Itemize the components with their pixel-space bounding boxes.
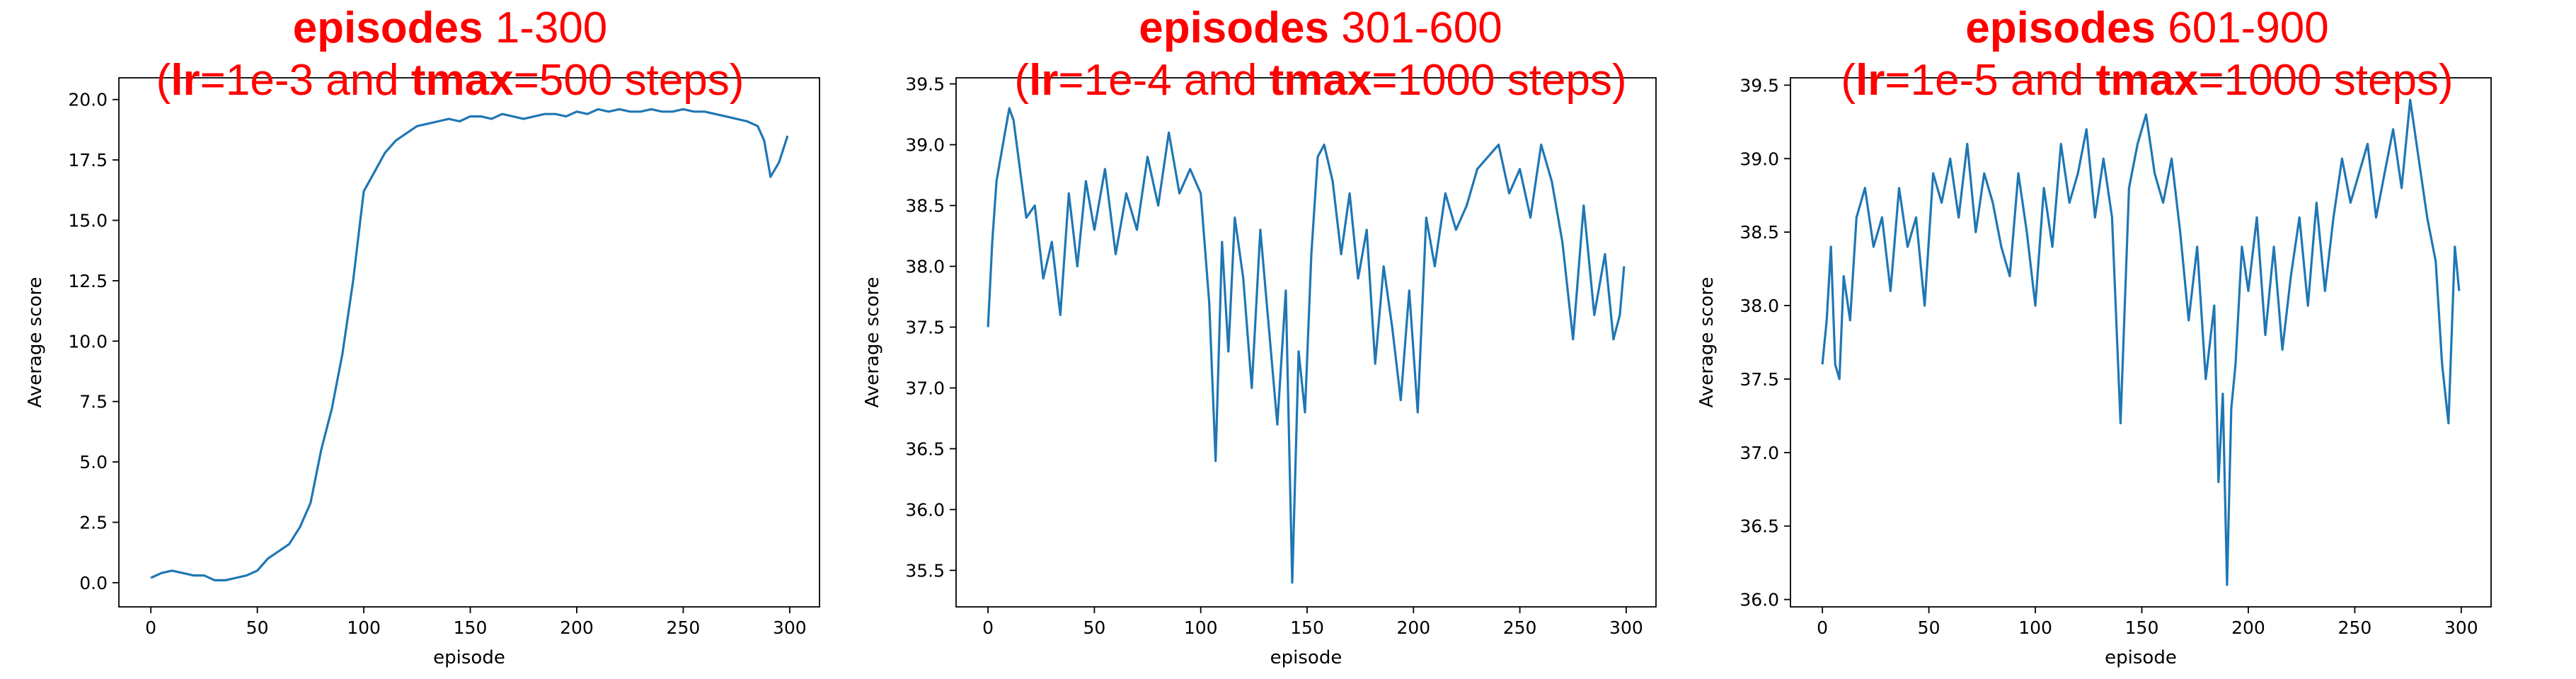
chart-title: episodes 1-300: [293, 4, 608, 52]
y-tick-label: 2.5: [79, 512, 108, 533]
chart-panel-2: 0 50 100 150 200 250 300 35.5 36.0 36.5 37.0 37.5 38…: [862, 4, 1657, 668]
y-tick-label: 36.0: [905, 499, 945, 520]
y-tick-label: 38.5: [905, 196, 945, 216]
y-tick-label: 39.5: [905, 74, 945, 95]
x-tick-label: 300: [2444, 617, 2478, 638]
y-tick-label: 36.0: [1740, 590, 1779, 610]
chart-panel-1: 0 50 100 150 200 250 300 0.0 2.5 5.0 7.5 10.0 12.5 15…: [25, 4, 820, 668]
y-tick-label: 37.0: [905, 378, 945, 398]
y-axis-label: Average score: [25, 277, 46, 408]
y-tick-label: 5.0: [79, 452, 108, 472]
x-axis-label: episode: [433, 647, 505, 668]
x-tick-label: 200: [1396, 617, 1430, 638]
y-tick-label: 38.0: [905, 257, 945, 277]
chart-subtitle-part: =500 steps): [514, 56, 744, 105]
y-tick-label: 0.0: [79, 573, 108, 593]
chart-title: episodes 601-900: [1965, 4, 2329, 52]
y-tick-label: 12.5: [68, 271, 108, 291]
chart-subtitle-part: =1e-3 and: [200, 56, 411, 105]
y-tick-label: 35.5: [905, 560, 945, 581]
chart-subtitle: (lr=1e-4 and tmax=1000 steps): [1014, 56, 1626, 105]
chart-title-space: [1329, 4, 1341, 52]
chart-title-bold: episodes: [293, 4, 483, 52]
chart-panel-3: 0 50 100 150 200 250 300 36.0 36.5 37.0 37.5 38.0 38…: [1696, 4, 2492, 668]
y-tick-label: 10.0: [68, 331, 108, 352]
y-axis-label: Average score: [862, 277, 883, 408]
x-tick-label: 300: [1609, 617, 1643, 638]
y-tick-label: 36.5: [1740, 516, 1779, 537]
chart-subtitle-part: tmax: [411, 56, 514, 105]
y-tick-label: 37.5: [905, 318, 945, 338]
chart-subtitle-part: =1000 steps): [2198, 56, 2453, 105]
chart-subtitle-part: tmax: [2096, 56, 2199, 105]
chart-subtitle-part: tmax: [1270, 56, 1372, 105]
x-tick-label: 0: [145, 617, 156, 638]
chart-subtitle-part: lr: [1856, 56, 1885, 105]
chart-title-bold: episodes: [1139, 4, 1329, 52]
series-line: [1821, 98, 2461, 586]
y-tick-label: 17.5: [68, 150, 108, 170]
axes-frame: [1790, 77, 2492, 608]
y-tick-label: 39.5: [1740, 75, 1779, 95]
x-tick-label: 250: [1503, 617, 1537, 638]
y-tick-label: 7.5: [79, 392, 108, 412]
chart-title-range: 601-900: [2168, 4, 2329, 52]
x-tick-label: 300: [773, 617, 807, 638]
chart-subtitle-part: =1e-4 and: [1058, 56, 1269, 105]
chart-title-space: [483, 4, 495, 52]
chart-title: episodes 301-600: [1139, 4, 1502, 52]
chart-subtitle-part: (: [1014, 56, 1029, 105]
y-tick-label: 15.0: [68, 211, 108, 231]
x-axis-label: episode: [2105, 647, 2177, 668]
x-tick-label: 50: [246, 617, 269, 638]
x-tick-label: 100: [1184, 617, 1218, 638]
axes-frame: [955, 77, 1657, 608]
x-tick-label: 200: [560, 617, 594, 638]
y-tick-label: 20.0: [68, 90, 108, 110]
x-tick-label: 50: [1083, 617, 1105, 638]
y-tick-label: 39.0: [1740, 149, 1779, 169]
chart-subtitle-part: (: [156, 56, 171, 105]
y-tick-label: 36.5: [905, 439, 945, 459]
x-tick-label: 150: [454, 617, 488, 638]
x-tick-label: 250: [2338, 617, 2372, 638]
chart-subtitle-part: lr: [1029, 56, 1058, 105]
series-line: [150, 108, 789, 581]
x-tick-label: 100: [2018, 617, 2052, 638]
x-axis-label: episode: [1270, 647, 1342, 668]
x-tick-label: 250: [667, 617, 701, 638]
x-tick-label: 200: [2231, 617, 2265, 638]
x-tick-label: 100: [347, 617, 381, 638]
chart-subtitle: (lr=1e-3 and tmax=500 steps): [156, 56, 744, 105]
y-tick-label: 38.5: [1740, 222, 1779, 243]
chart-subtitle-part: =1000 steps): [1372, 56, 1626, 105]
chart-title-range: 1-300: [495, 4, 608, 52]
chart-subtitle: (lr=1e-5 and tmax=1000 steps): [1841, 56, 2453, 105]
chart-title-range: 301-600: [1341, 4, 1502, 52]
chart-subtitle-part: (: [1841, 56, 1856, 105]
x-tick-label: 50: [1918, 617, 1940, 638]
y-axis-label: Average score: [1696, 277, 1718, 408]
x-tick-label: 0: [982, 617, 994, 638]
y-tick-label: 37.0: [1740, 443, 1779, 463]
series-line: [987, 107, 1626, 584]
chart-subtitle-part: lr: [171, 56, 200, 105]
chart-title-space: [2156, 4, 2168, 52]
x-tick-label: 150: [1290, 617, 1324, 638]
x-tick-label: 150: [2125, 617, 2159, 638]
y-tick-label: 37.5: [1740, 369, 1779, 390]
axes-frame: [118, 77, 820, 608]
chart-title-bold: episodes: [1965, 4, 2156, 52]
y-tick-label: 38.0: [1740, 296, 1779, 316]
x-tick-label: 0: [1817, 617, 1828, 638]
y-tick-label: 39.0: [905, 135, 945, 156]
chart-subtitle-part: =1e-5 and: [1885, 56, 2095, 105]
